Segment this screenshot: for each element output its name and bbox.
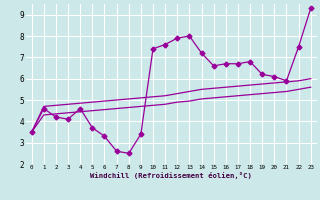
X-axis label: Windchill (Refroidissement éolien,°C): Windchill (Refroidissement éolien,°C) [90, 172, 252, 179]
